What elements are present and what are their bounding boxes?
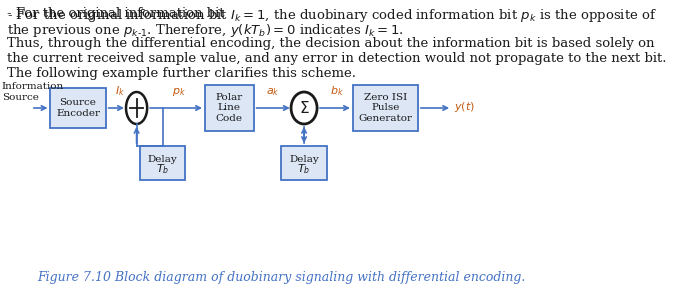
Text: the previous one $p_{k\text{-}1}$. Therefore, $y(kT_b) = 0$ indicates $I_k = 1$.: the previous one $p_{k\text{-}1}$. There… bbox=[6, 22, 403, 39]
Text: Source
Encoder: Source Encoder bbox=[56, 98, 100, 118]
Text: Delay: Delay bbox=[289, 155, 319, 164]
Bar bbox=[140, 146, 185, 180]
Text: $T_b$: $T_b$ bbox=[298, 162, 311, 176]
Text: Polar
Line
Code: Polar Line Code bbox=[216, 93, 243, 123]
Text: Information
Source: Information Source bbox=[1, 82, 64, 102]
Text: $\Sigma$: $\Sigma$ bbox=[299, 100, 309, 116]
Text: $b_k$: $b_k$ bbox=[329, 84, 343, 98]
Text: Zero ISI
Pulse
Generator: Zero ISI Pulse Generator bbox=[358, 93, 412, 123]
Text: The following example further clarifies this scheme.: The following example further clarifies … bbox=[6, 67, 356, 80]
Text: $p_k$: $p_k$ bbox=[172, 86, 185, 98]
Text: the current received sample value, and any error in detection would not propagat: the current received sample value, and a… bbox=[6, 52, 666, 65]
Text: - For the original information bit: - For the original information bit bbox=[6, 7, 228, 20]
Text: Thus, through the differential encoding, the decision about the information bit : Thus, through the differential encoding,… bbox=[6, 37, 654, 50]
Bar bbox=[353, 85, 418, 131]
Text: $T_b$: $T_b$ bbox=[156, 162, 170, 176]
Bar bbox=[51, 88, 106, 128]
Text: Figure 7.10 Block diagram of duobinary signaling with differential encoding.: Figure 7.10 Block diagram of duobinary s… bbox=[37, 271, 525, 284]
Text: Delay: Delay bbox=[147, 155, 177, 164]
Text: - For the original information bit $I_k = 1$, the duobinary coded information bi: - For the original information bit $I_k … bbox=[6, 7, 657, 24]
Text: $I_k$: $I_k$ bbox=[116, 84, 125, 98]
Bar bbox=[205, 85, 254, 131]
Bar bbox=[282, 146, 327, 180]
Text: $y(t)$: $y(t)$ bbox=[454, 100, 475, 114]
Text: $a_k$: $a_k$ bbox=[266, 86, 280, 98]
